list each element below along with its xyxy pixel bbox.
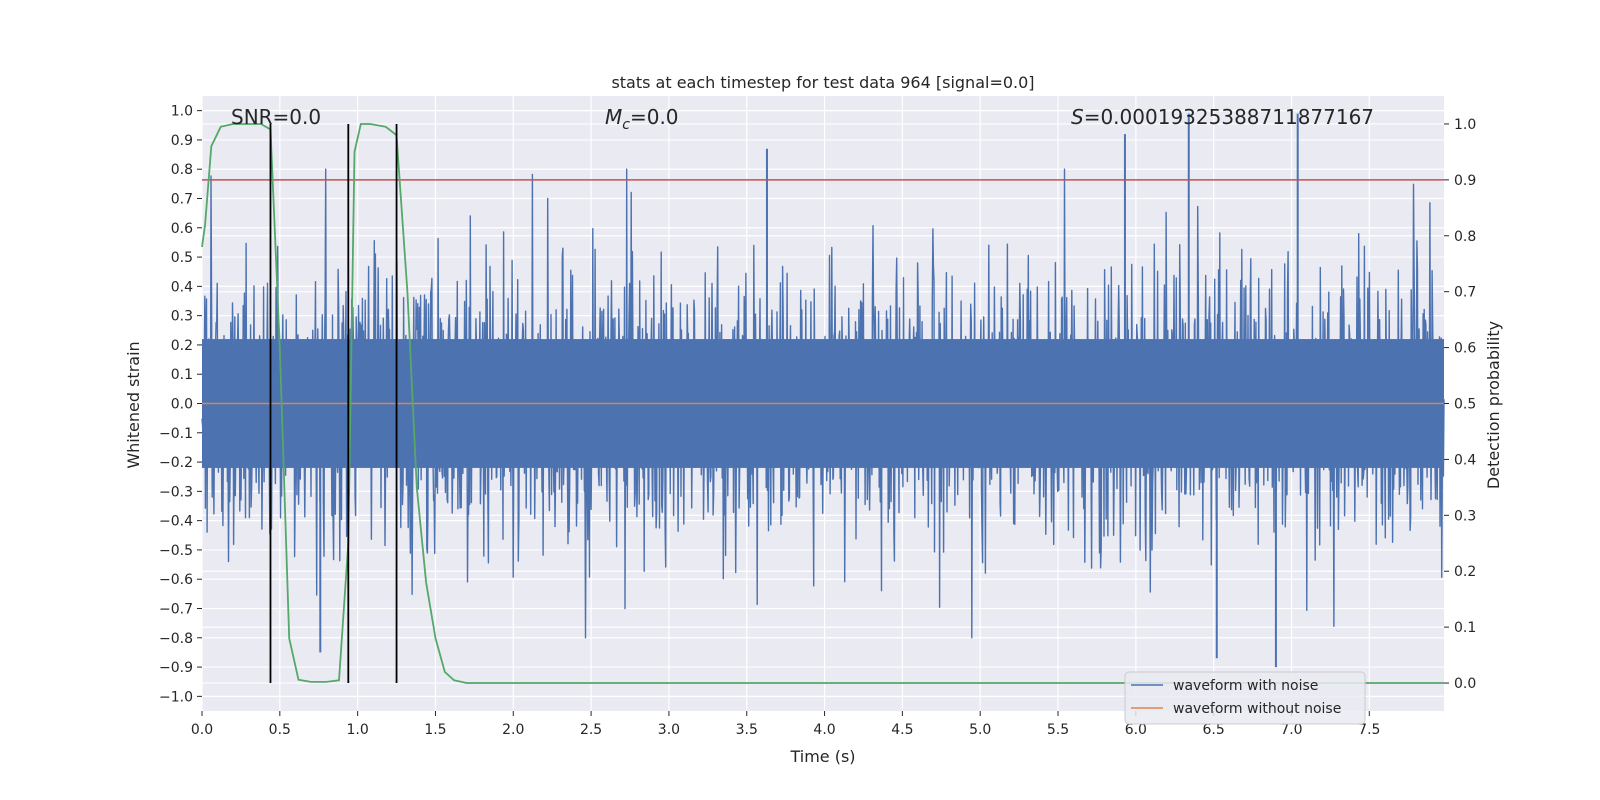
s-symbol: S: [1071, 105, 1084, 129]
y-tick-label: 0.2: [171, 338, 193, 354]
y-tick-label: −0.2: [159, 455, 193, 471]
y2-tick-label: 0.4: [1454, 452, 1476, 468]
overlays: [201, 123, 1444, 684]
y-tick-label: 0.3: [171, 309, 193, 325]
y2-tick-label: 0.8: [1454, 229, 1476, 245]
legend-label-noise: waveform with noise: [1173, 678, 1318, 694]
y2-tick-label: 0.3: [1454, 508, 1476, 524]
y2-tick-label: 0.6: [1454, 341, 1476, 357]
y-axis-ticks: 1.0 0.9 0.8 0.7 0.6 0.5 0.4 0.3 0.2 0.1 0.0 −0.1 −0.…: [159, 104, 202, 705]
y-tick-label: −0.8: [159, 631, 193, 647]
mc-subscript: c: [622, 117, 630, 133]
y-tick-label: 0.0: [171, 397, 193, 413]
y2-tick-label: 0.0: [1454, 676, 1476, 692]
x-tick-label: 4.0: [813, 722, 835, 738]
y2-tick-label: 0.1: [1454, 620, 1476, 636]
snr-annotation: SNR=0.0: [231, 105, 321, 129]
y-axis-label: Whitened strain: [124, 341, 143, 468]
y2-tick-label: 0.5: [1454, 397, 1476, 413]
y-tick-label: −0.3: [159, 484, 193, 500]
mc-annotation: Mc=0.0: [605, 105, 679, 133]
x-tick-label: 1.5: [424, 722, 446, 738]
mc-value: =0.0: [630, 105, 679, 129]
x-tick-label: 1.0: [347, 722, 369, 738]
legend: waveform with noise waveform without noi…: [1124, 671, 1366, 725]
s-value: =0.00019325388711877167: [1084, 105, 1374, 129]
legend-box: [1124, 671, 1366, 725]
y-tick-label: 0.6: [171, 221, 193, 237]
plot-area-group: [201, 96, 1445, 711]
x-tick-label: 3.5: [736, 722, 758, 738]
y-tick-label: 0.1: [171, 367, 193, 383]
x-axis-ticks: 0.0 0.5 1.0 1.5 2.0 2.5 3.0 3.5 4.0 4.5 5.0 5.5 6.0 6…: [191, 711, 1380, 738]
y-tick-label: 0.5: [171, 250, 193, 266]
y2-tick-label: 0.7: [1454, 285, 1476, 301]
y2-tick-label: 0.2: [1454, 564, 1476, 580]
y-tick-label: 0.7: [171, 192, 193, 208]
y-tick-label: 0.4: [171, 279, 193, 295]
y-tick-label: −0.6: [159, 572, 193, 588]
x-tick-label: 4.5: [891, 722, 913, 738]
mc-symbol: M: [605, 105, 622, 129]
x-tick-label: 2.0: [502, 722, 524, 738]
y-tick-label: 1.0: [171, 104, 193, 120]
y-tick-label: −0.4: [159, 514, 193, 530]
legend-label-no-noise: waveform without noise: [1173, 701, 1341, 717]
x-tick-label: 7.5: [1358, 722, 1380, 738]
x-tick-label: 6.5: [1203, 722, 1225, 738]
x-tick-label: 5.0: [969, 722, 991, 738]
x-tick-label: 7.0: [1280, 722, 1302, 738]
y-tick-label: −0.7: [159, 602, 193, 618]
x-tick-label: 6.0: [1125, 722, 1147, 738]
y2-tick-label: 0.9: [1454, 173, 1476, 189]
x-tick-label: 2.5: [580, 722, 602, 738]
y-tick-label: −0.9: [159, 660, 193, 676]
y2-axis-label: Detection probability: [1484, 321, 1503, 489]
y2-tick-label: 1.0: [1454, 117, 1476, 133]
chart-title: stats at each timestep for test data 964…: [611, 73, 1034, 92]
s-annotation: S=0.00019325388711877167: [1071, 105, 1374, 129]
y-tick-label: −1.0: [159, 689, 193, 705]
x-tick-label: 0.5: [269, 722, 291, 738]
y-tick-label: −0.1: [159, 426, 193, 442]
y-tick-label: 0.9: [171, 133, 193, 149]
y-tick-label: 0.8: [171, 162, 193, 178]
x-axis-label: Time (s): [789, 747, 855, 766]
x-tick-label: 0.0: [191, 722, 213, 738]
y-tick-label: −0.5: [159, 543, 193, 559]
x-tick-label: 3.0: [658, 722, 680, 738]
x-tick-label: 5.5: [1047, 722, 1069, 738]
y2-axis-ticks: 1.0 0.9 0.8 0.7 0.6 0.5 0.4 0.3 0.2 0.1 0.0: [1444, 117, 1476, 692]
